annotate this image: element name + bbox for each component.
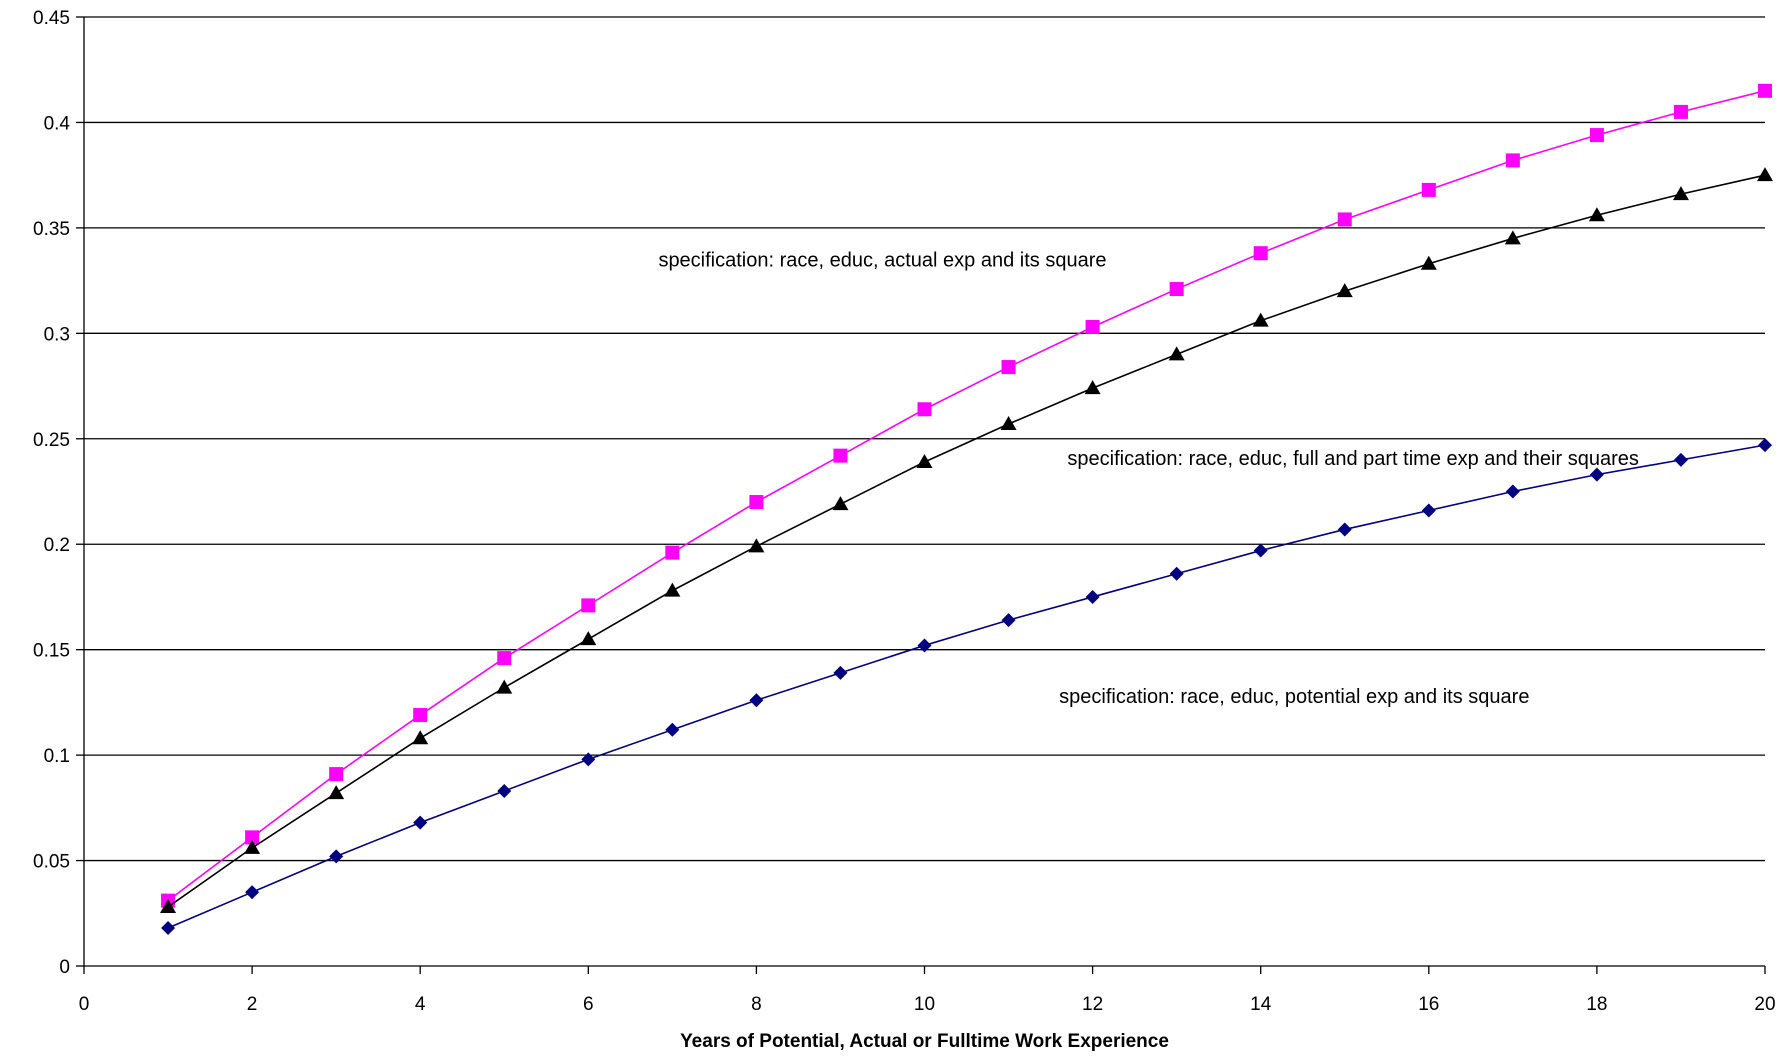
series-triangle	[160, 167, 1773, 913]
data-point-diamond	[1001, 613, 1016, 628]
data-point-square	[1673, 104, 1688, 119]
y-tick-label: 0.45	[33, 8, 70, 29]
data-point-triangle	[1672, 186, 1689, 201]
x-tick-label: 14	[1250, 994, 1272, 1015]
series-square	[161, 83, 1772, 908]
data-point-diamond	[245, 885, 260, 900]
data-point-diamond	[1337, 522, 1352, 537]
data-point-diamond	[1589, 467, 1604, 482]
x-axis-ticks: 0 2 4 6 8 10 12 14 16 18 20	[79, 966, 1776, 1015]
data-point-triangle	[496, 679, 513, 694]
data-point-triangle	[328, 785, 345, 800]
data-point-square	[1169, 282, 1184, 297]
data-point-triangle	[160, 898, 177, 913]
data-point-diamond	[1758, 438, 1772, 453]
data-point-diamond	[413, 815, 428, 830]
y-tick-label: 0.35	[33, 219, 70, 240]
x-tick-label: 0	[79, 994, 90, 1015]
x-tick-label: 6	[583, 994, 594, 1015]
data-point-diamond	[1169, 566, 1184, 581]
data-point-square	[833, 448, 848, 463]
y-tick-label: 0	[59, 957, 70, 978]
data-point-triangle	[580, 631, 597, 646]
data-point-triangle	[916, 453, 933, 468]
x-tick-label: 10	[914, 994, 935, 1015]
data-point-diamond	[833, 665, 848, 680]
x-tick-label: 20	[1754, 994, 1775, 1015]
data-point-triangle	[1084, 380, 1101, 395]
data-point-square	[1421, 182, 1436, 197]
data-point-square	[413, 708, 428, 723]
x-tick-label: 16	[1418, 994, 1439, 1015]
series-line-triangle	[167, 174, 1766, 908]
data-point-diamond	[581, 752, 596, 767]
data-point-diamond	[497, 783, 512, 798]
data-point-triangle	[244, 839, 261, 854]
y-tick-label: 0.1	[44, 746, 70, 767]
data-point-square	[581, 598, 596, 613]
data-point-triangle	[832, 496, 849, 511]
data-point-diamond	[917, 638, 932, 653]
x-tick-label: 12	[1082, 994, 1103, 1015]
x-axis-title: Years of Potential, Actual or Fulltime W…	[680, 1031, 1169, 1052]
data-point-triangle	[412, 730, 429, 745]
data-point-diamond	[1505, 484, 1520, 499]
data-point-triangle	[1588, 207, 1605, 222]
data-point-square	[245, 830, 260, 845]
y-tick-label: 0.4	[44, 113, 71, 134]
data-point-triangle	[664, 582, 681, 597]
x-tick-label: 8	[751, 994, 762, 1015]
data-point-square	[329, 767, 344, 782]
data-point-triangle	[1168, 346, 1185, 361]
y-tick-label: 0.05	[33, 852, 70, 873]
data-point-square	[1085, 320, 1100, 335]
data-point-diamond	[1253, 543, 1268, 558]
data-point-square	[1505, 153, 1520, 168]
y-axis-ticks: 0 0.05 0.1 0.15 0.2 0.25 0.3 0.35 0.4 0.45	[33, 8, 84, 978]
data-point-triangle	[1420, 255, 1437, 270]
data-point-square	[665, 545, 680, 560]
data-point-diamond	[1421, 503, 1436, 518]
series-diamond	[161, 438, 1772, 936]
data-point-diamond	[329, 849, 344, 864]
data-point-diamond	[749, 693, 764, 708]
data-point-square	[917, 402, 932, 417]
data-point-square	[1589, 128, 1604, 143]
data-point-square	[749, 495, 764, 510]
data-point-square	[1337, 212, 1352, 227]
annotation-label: specification: race, educ, full and part…	[1067, 448, 1638, 470]
y-tick-label: 0.2	[44, 535, 70, 556]
x-tick-label: 18	[1586, 994, 1607, 1015]
x-tick-label: 2	[247, 994, 258, 1015]
data-point-square	[1253, 246, 1268, 261]
data-point-triangle	[1757, 167, 1773, 182]
series-group	[160, 83, 1773, 936]
data-point-triangle	[1336, 283, 1353, 298]
annotation-label: specification: race, educ, potential exp…	[1059, 686, 1529, 708]
data-point-triangle	[1504, 230, 1521, 245]
data-point-diamond	[161, 921, 176, 936]
annotations: specification: race, educ, actual exp an…	[658, 250, 1638, 709]
data-point-triangle	[1252, 312, 1269, 327]
data-point-diamond	[665, 722, 680, 737]
x-tick-label: 4	[415, 994, 426, 1015]
y-tick-label: 0.15	[33, 641, 70, 662]
data-point-diamond	[1085, 589, 1100, 604]
data-point-square	[1758, 83, 1772, 98]
series-line-diamond	[167, 444, 1766, 929]
data-point-square	[1001, 360, 1016, 375]
y-tick-label: 0.25	[33, 430, 70, 451]
y-tick-label: 0.3	[44, 324, 70, 345]
annotation-label: specification: race, educ, actual exp an…	[658, 250, 1106, 272]
data-point-triangle	[1000, 416, 1017, 431]
data-point-square	[497, 651, 512, 666]
data-point-diamond	[1673, 452, 1688, 467]
gridlines	[84, 16, 1765, 862]
data-point-triangle	[748, 538, 765, 553]
series-line-square	[167, 90, 1766, 902]
